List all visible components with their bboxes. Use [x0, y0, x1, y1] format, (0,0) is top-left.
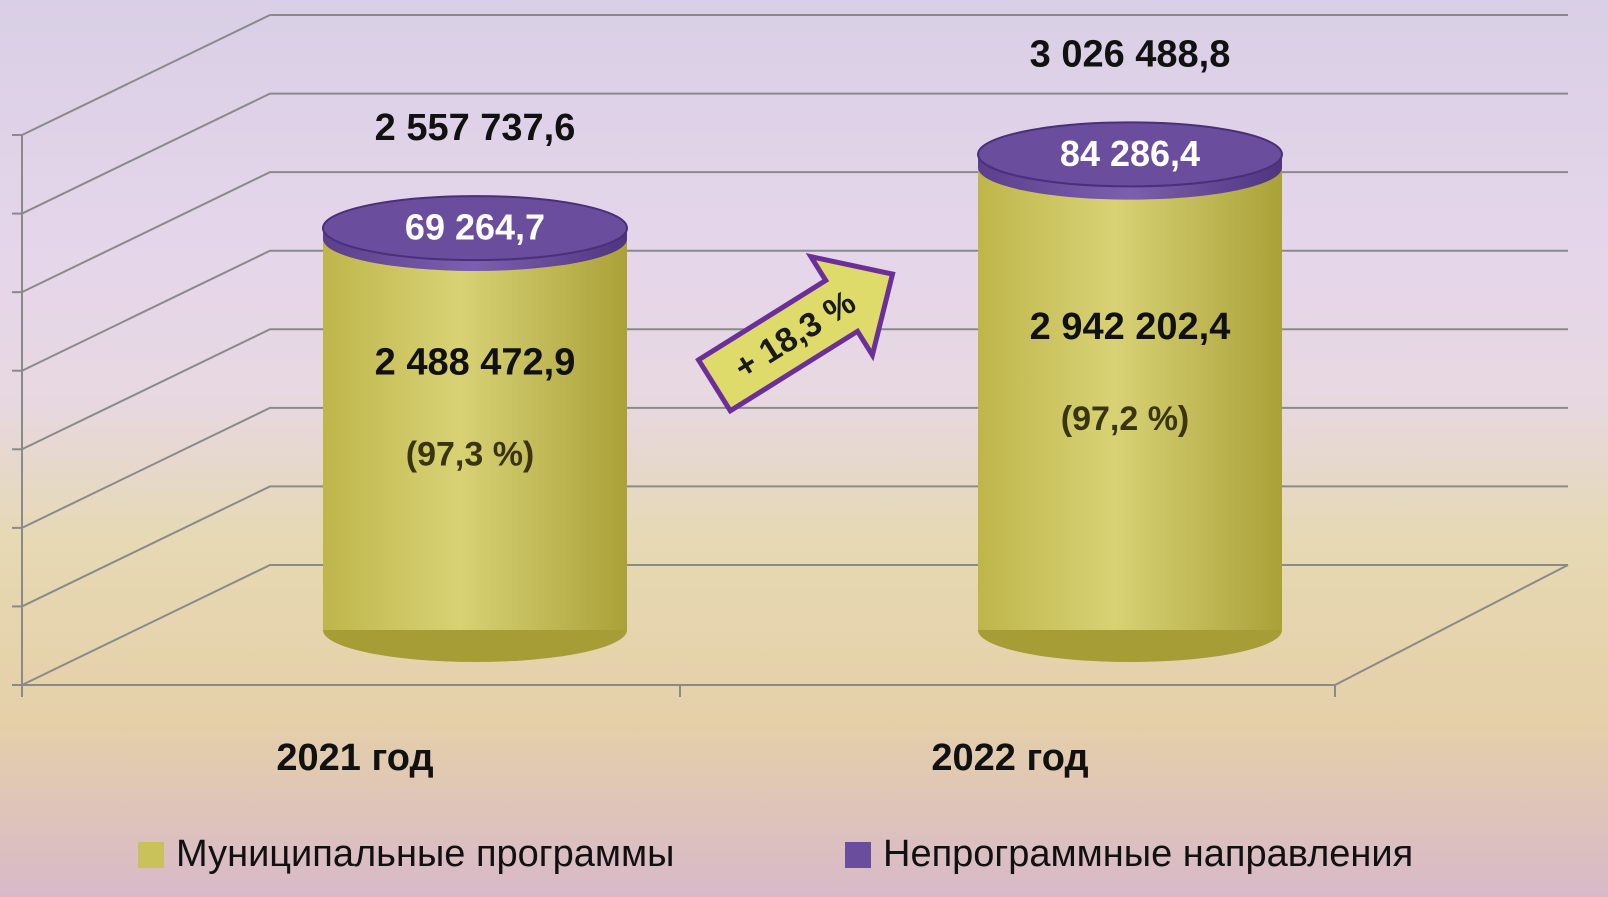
x-tick-label: 2022 год	[931, 737, 1088, 779]
legend-swatch	[845, 842, 871, 868]
total-label: 3 026 488,8	[1030, 33, 1231, 75]
legend-label: Муниципальные программы	[176, 833, 675, 875]
value-label: 69 264,7	[405, 207, 545, 248]
total-label: 2 557 737,6	[375, 107, 576, 149]
value-label: 84 286,4	[1060, 133, 1200, 174]
segment	[978, 167, 1282, 630]
share-label: (97,2 %)	[1061, 400, 1190, 438]
plot: 69 264,7 2 488 472,9 (97,3 %) 2 557 737,6 20…	[12, 14, 1569, 875]
value-label: 2 942 202,4	[1030, 306, 1231, 348]
legend-swatch	[138, 842, 164, 868]
segment-top	[322, 195, 628, 262]
grid-line	[21, 14, 1568, 136]
legend-label: Непрограммные направления	[883, 833, 1413, 875]
x-tick-label: 2021 год	[276, 737, 433, 779]
value-label: 2 488 472,9	[375, 342, 576, 384]
arrow-shape	[695, 252, 896, 415]
share-label: (97,3 %)	[406, 435, 535, 473]
segment	[323, 238, 627, 630]
grid-line	[21, 92, 1568, 215]
segment-top	[977, 121, 1283, 188]
